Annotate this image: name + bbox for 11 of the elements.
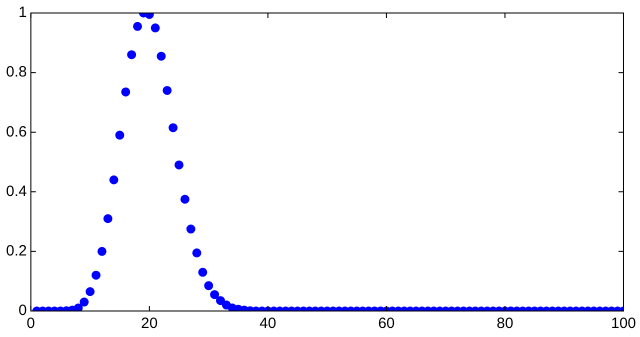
- x-tick-label: 20: [141, 315, 158, 332]
- y-tick-label: 0.8: [6, 64, 27, 81]
- x-tick-label: 60: [378, 315, 395, 332]
- y-tick-label: 0.4: [6, 182, 27, 200]
- y-tick-label: 1: [18, 4, 27, 22]
- x-tick-label: 100: [610, 315, 636, 332]
- x-tick-label: 80: [496, 315, 514, 332]
- y-tick-label: 0.2: [6, 242, 27, 260]
- y-tick-label: 0: [18, 302, 27, 320]
- x-tick-label: 40: [260, 315, 276, 332]
- y-tick-label: 0.6: [6, 123, 27, 140]
